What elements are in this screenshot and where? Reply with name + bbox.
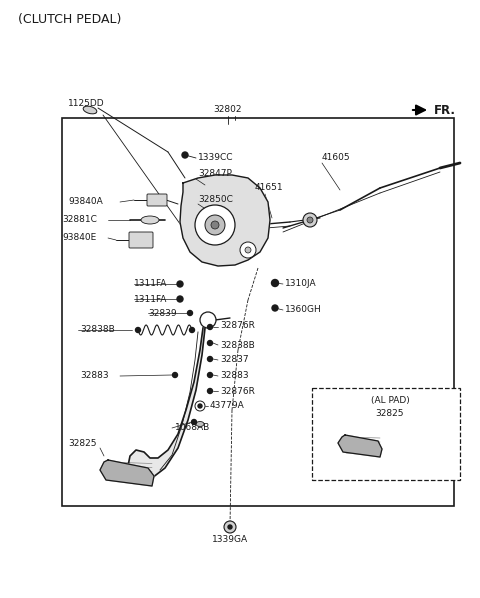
Circle shape xyxy=(135,328,141,332)
Circle shape xyxy=(192,420,196,425)
Circle shape xyxy=(211,221,219,229)
Ellipse shape xyxy=(141,216,159,224)
Text: 32881C: 32881C xyxy=(62,215,97,224)
Polygon shape xyxy=(338,435,382,457)
Text: (AL PAD): (AL PAD) xyxy=(371,395,409,404)
Text: 41651: 41651 xyxy=(255,184,284,193)
Text: 32838B: 32838B xyxy=(80,325,115,334)
Circle shape xyxy=(272,279,278,286)
Text: 41605: 41605 xyxy=(322,154,350,163)
Circle shape xyxy=(188,310,192,316)
Circle shape xyxy=(198,404,202,408)
Text: 32876R: 32876R xyxy=(220,386,255,395)
Text: 32883: 32883 xyxy=(220,371,249,380)
Bar xyxy=(312,388,460,480)
Circle shape xyxy=(172,373,178,377)
Text: 32847P: 32847P xyxy=(198,169,232,178)
Circle shape xyxy=(207,340,213,346)
Text: 32825: 32825 xyxy=(376,410,404,419)
Text: 32838B: 32838B xyxy=(220,340,255,349)
Circle shape xyxy=(303,213,317,227)
Text: 1068AB: 1068AB xyxy=(175,423,210,432)
Text: 93840E: 93840E xyxy=(62,233,96,243)
Circle shape xyxy=(245,247,251,253)
Circle shape xyxy=(228,525,232,529)
Circle shape xyxy=(207,389,213,393)
Ellipse shape xyxy=(196,422,204,426)
Text: 1311FA: 1311FA xyxy=(134,294,168,304)
Text: 32839: 32839 xyxy=(148,309,177,318)
Circle shape xyxy=(240,242,256,258)
Text: (CLUTCH PEDAL): (CLUTCH PEDAL) xyxy=(18,14,121,26)
Circle shape xyxy=(207,373,213,377)
Text: 1339CC: 1339CC xyxy=(198,154,233,163)
Text: 1310JA: 1310JA xyxy=(285,279,317,288)
Circle shape xyxy=(177,281,183,287)
Circle shape xyxy=(200,312,216,328)
Text: 32850C: 32850C xyxy=(198,196,233,205)
Circle shape xyxy=(182,152,188,158)
Text: 32876R: 32876R xyxy=(220,322,255,331)
Text: 93840A: 93840A xyxy=(68,197,103,206)
Bar xyxy=(62,118,454,506)
Text: 32883: 32883 xyxy=(80,371,108,380)
Text: 32837: 32837 xyxy=(220,355,249,365)
Circle shape xyxy=(190,328,194,332)
Text: 32802: 32802 xyxy=(214,105,242,114)
Text: FR.: FR. xyxy=(434,103,456,117)
Text: 1311FA: 1311FA xyxy=(134,279,168,288)
Text: 1360GH: 1360GH xyxy=(285,306,322,315)
Circle shape xyxy=(195,401,205,411)
Text: 32825: 32825 xyxy=(68,440,96,448)
Text: 1125DD: 1125DD xyxy=(68,99,105,108)
FancyBboxPatch shape xyxy=(147,194,167,206)
Circle shape xyxy=(307,217,313,223)
Polygon shape xyxy=(100,460,154,486)
Circle shape xyxy=(195,205,235,245)
Circle shape xyxy=(177,296,183,302)
Text: 1339GA: 1339GA xyxy=(212,535,248,545)
FancyBboxPatch shape xyxy=(129,232,153,248)
Polygon shape xyxy=(180,175,270,266)
Polygon shape xyxy=(128,328,205,480)
Circle shape xyxy=(224,521,236,533)
Circle shape xyxy=(272,305,278,311)
Ellipse shape xyxy=(83,106,97,114)
Circle shape xyxy=(207,356,213,362)
Text: 43779A: 43779A xyxy=(210,401,245,410)
Circle shape xyxy=(205,215,225,235)
Circle shape xyxy=(207,325,213,329)
